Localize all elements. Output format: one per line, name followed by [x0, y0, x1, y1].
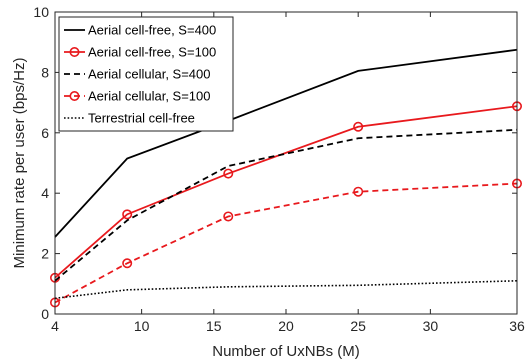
series-line-4	[54, 182, 518, 304]
legend-marker	[69, 91, 80, 102]
x-tick-label: 30	[423, 318, 439, 334]
y-tick-label: 4	[41, 185, 49, 201]
series-line-5	[54, 279, 518, 300]
legend-label: Aerial cell-free, S=100	[88, 45, 216, 60]
legend-label: Aerial cell-free, S=400	[88, 23, 216, 38]
legend-marker	[69, 46, 80, 57]
y-axis-label: Minimum rate per user (bps/Hz)	[11, 58, 28, 269]
x-tick-label: 4	[51, 318, 59, 334]
y-tick-label: 8	[41, 64, 49, 80]
series-4-point	[223, 211, 234, 222]
series-line-2	[54, 105, 518, 279]
x-axis-label: Number of UxNBs (M)	[212, 343, 360, 360]
series-2-point	[353, 121, 364, 132]
series-2-point	[223, 168, 234, 179]
y-tick-label: 2	[41, 246, 49, 262]
y-tick-label: 0	[41, 306, 49, 322]
series-2-point	[122, 209, 133, 220]
legend-label: Terrestrial cell-free	[88, 111, 195, 126]
axes-layer: 4 10 15 20 25 30 36 0 2 4 6 8 10	[33, 4, 525, 334]
series-4-point	[353, 186, 364, 197]
x-tick-label: 25	[350, 318, 366, 334]
x-tick-label: 20	[278, 318, 294, 334]
legend-label: Aerial cellular, S=400	[88, 67, 211, 82]
x-tick-label: 36	[509, 318, 525, 334]
legend-label: Aerial cellular, S=100	[88, 89, 211, 104]
legend-box	[58, 16, 234, 132]
series-line-3	[54, 128, 518, 282]
legend: Aerial cell-free, S=400 Aerial cell-free,…	[58, 16, 234, 132]
series-4-point	[122, 258, 133, 269]
y-tick-label: 6	[41, 125, 49, 141]
x-tick-label: 15	[206, 318, 222, 334]
x-tick-label: 10	[134, 318, 150, 334]
y-tick-label: 10	[33, 4, 49, 20]
